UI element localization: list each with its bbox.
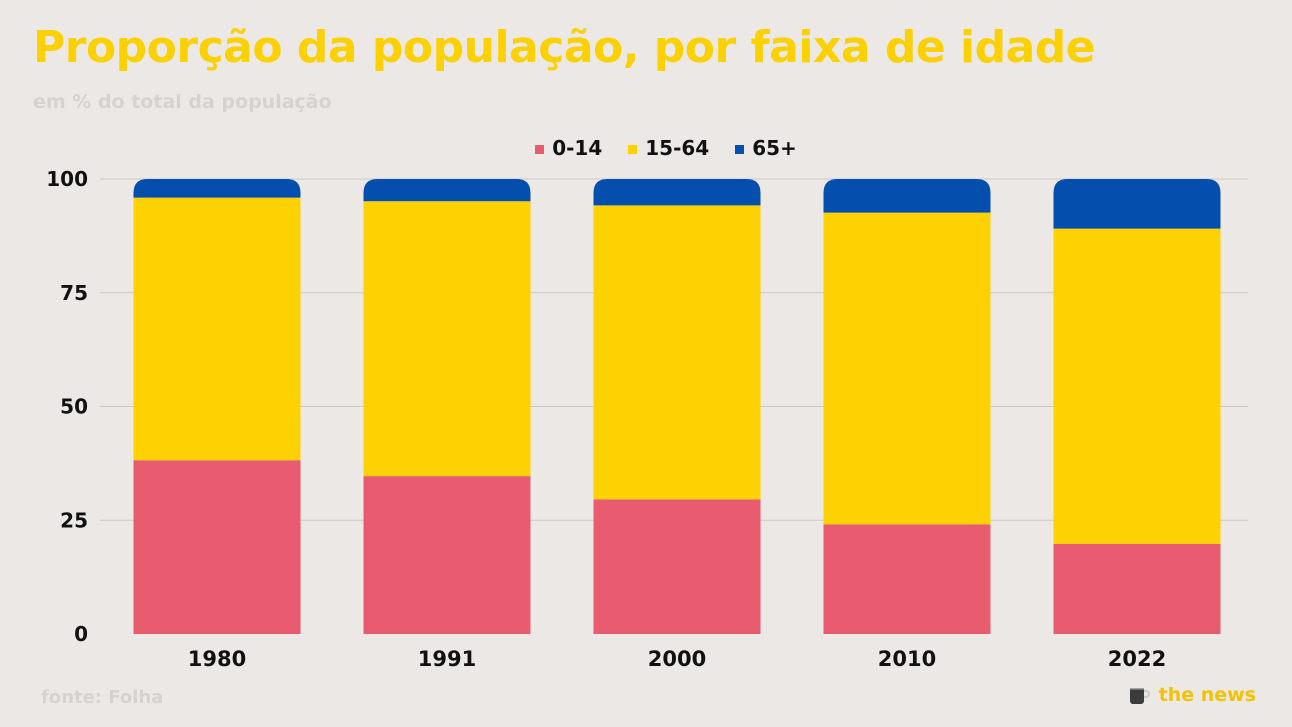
brand-label: the news xyxy=(1158,684,1256,706)
x-tick-label-2000: 2000 xyxy=(648,647,706,671)
bar-1991-0-14 xyxy=(363,476,531,634)
y-tick-label-100: 100 xyxy=(46,167,88,191)
y-tick-label-25: 25 xyxy=(60,508,88,532)
legend-swatch-0-14 xyxy=(535,145,545,154)
source-note: fonte: Folha xyxy=(41,687,164,708)
legend-item-0-14: 0-14 xyxy=(535,136,602,160)
bar-2000-15-64 xyxy=(593,205,761,500)
bar-2000-65plus xyxy=(593,179,761,206)
bar-2010-65plus xyxy=(823,179,991,213)
chart-title: Proporção da população, por faixa de ida… xyxy=(33,22,1096,73)
x-tick-label-2022: 2022 xyxy=(1108,647,1166,671)
brand-logo: the news xyxy=(1127,683,1256,707)
legend-label-15-64: 15-64 xyxy=(645,136,710,160)
coffee-mug-icon xyxy=(1129,687,1150,704)
chart-legend: 0-14 15-64 65+ xyxy=(0,136,1292,160)
legend-swatch-15-64 xyxy=(628,145,638,154)
x-tick-label-1980: 1980 xyxy=(188,647,246,671)
legend-item-15-64: 15-64 xyxy=(628,136,709,160)
chart-subtitle: em % do total da população xyxy=(33,91,332,113)
y-tick-label-0: 0 xyxy=(74,622,88,646)
y-tick-label-50: 50 xyxy=(60,395,88,419)
bar-2010-0-14 xyxy=(823,524,991,634)
x-tick-label-2010: 2010 xyxy=(878,647,936,671)
bar-1991-15-64 xyxy=(363,201,531,477)
bar-2022-0-14 xyxy=(1053,543,1221,634)
bar-2022-15-64 xyxy=(1053,228,1221,544)
x-tick-label-1991: 1991 xyxy=(418,647,476,671)
legend-label-65-plus: 65+ xyxy=(752,136,797,160)
legend-swatch-65-plus xyxy=(735,145,745,154)
bar-2022-65plus xyxy=(1053,179,1221,229)
bar-1991-65plus xyxy=(363,179,531,202)
legend-label-0-14: 0-14 xyxy=(552,136,603,160)
bar-2000-0-14 xyxy=(593,499,761,634)
bar-1980-15-64 xyxy=(133,197,301,461)
bar-1980-0-14 xyxy=(133,460,301,634)
bar-1980-65plus xyxy=(133,179,301,198)
y-tick-label-75: 75 xyxy=(60,281,88,305)
legend-item-65-plus: 65+ xyxy=(735,136,797,160)
bar-2010-15-64 xyxy=(823,212,991,525)
